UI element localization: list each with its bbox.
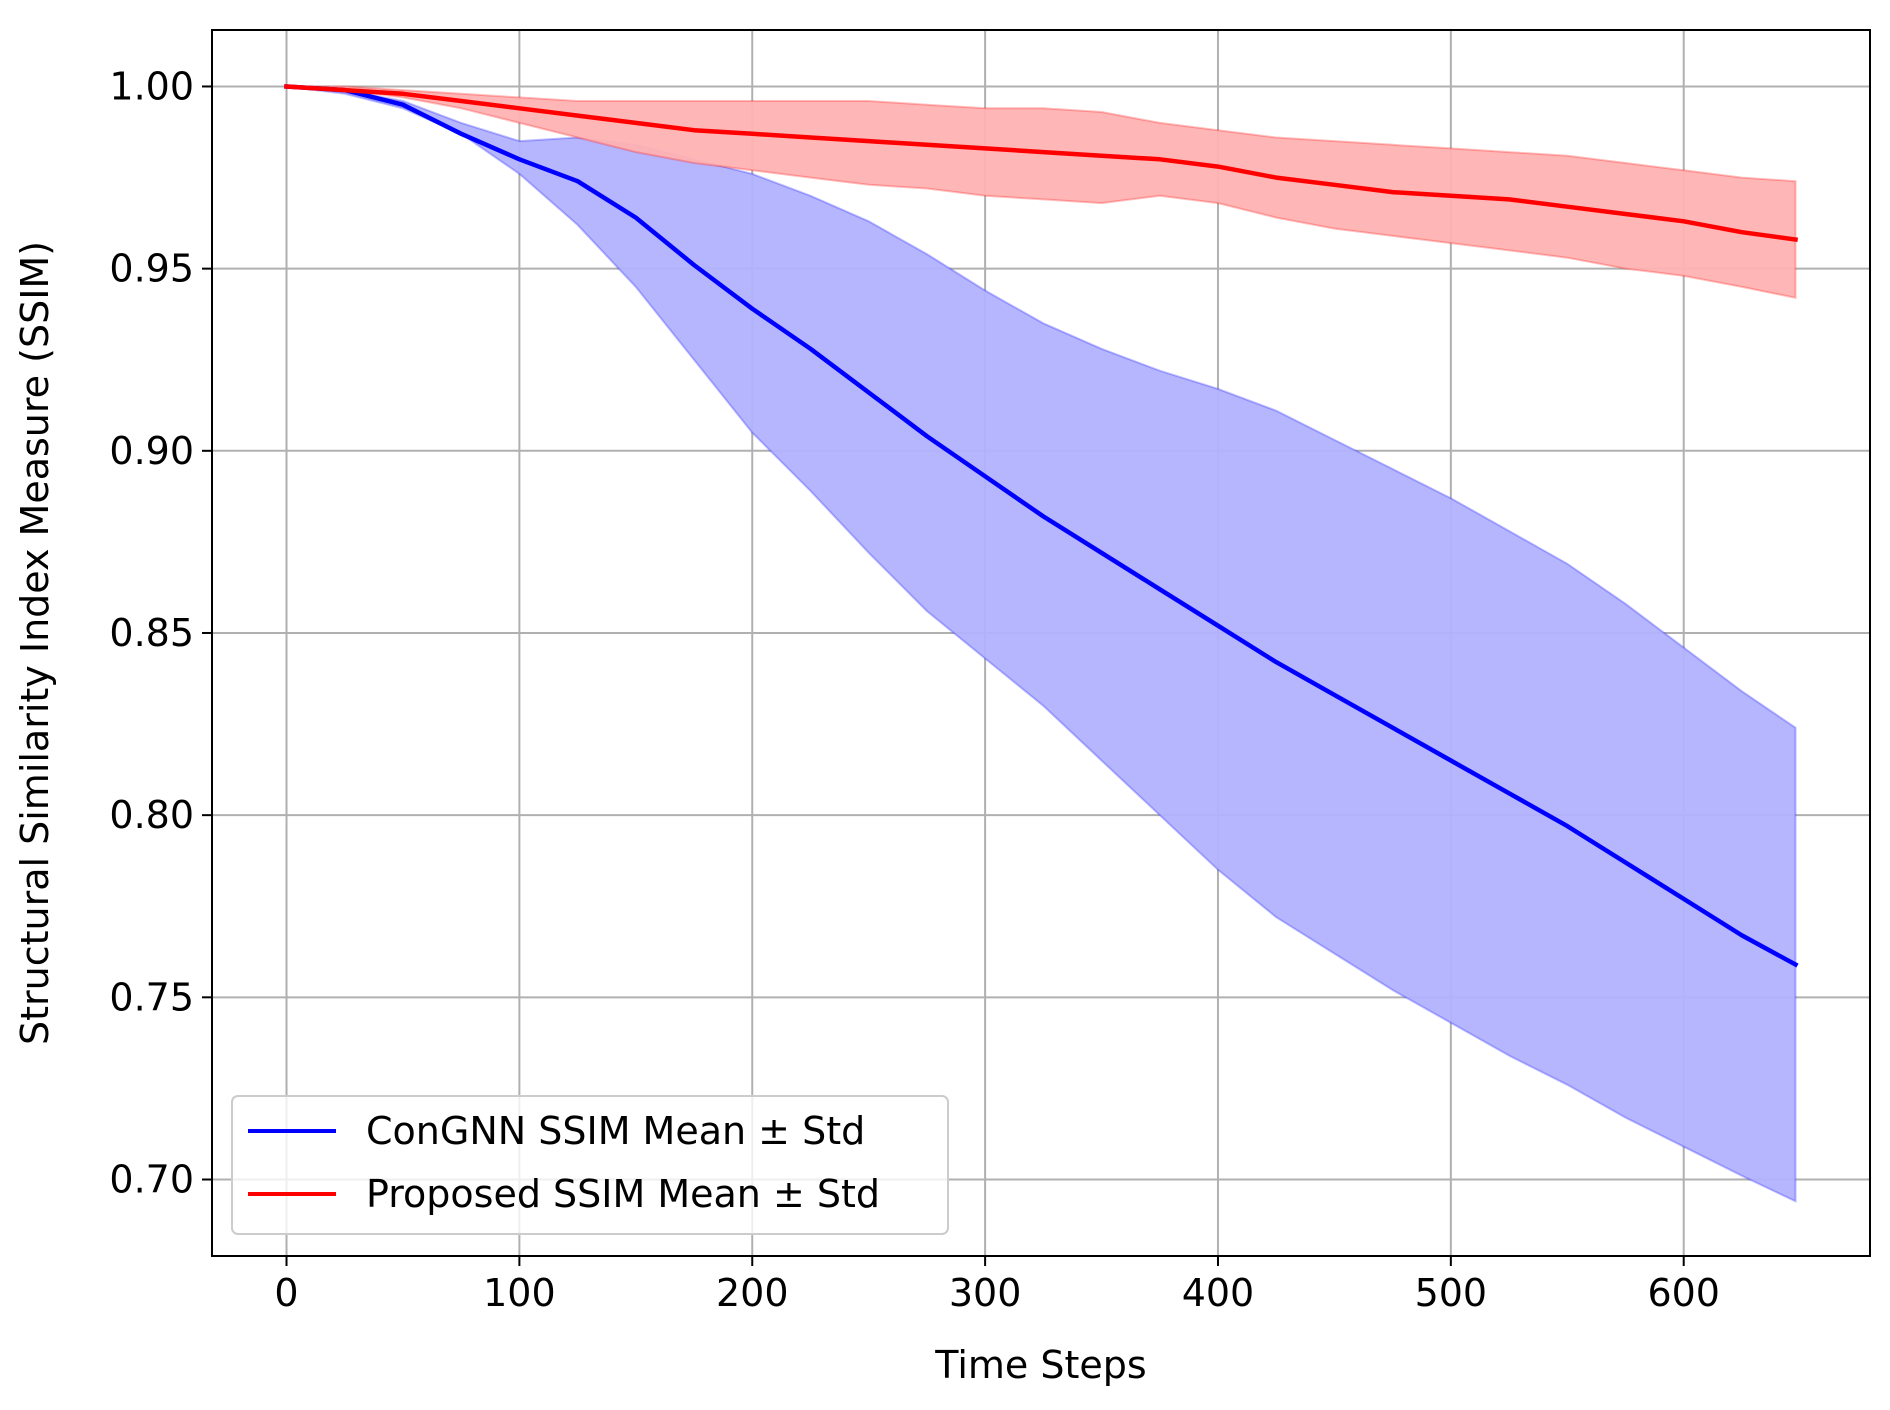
x-tick-label-200: 200	[716, 1271, 789, 1315]
y-tick-label-1.00: 1.00	[109, 64, 194, 108]
axis-ticks: 0 100 200 300 400 500 600 0.70 0.75 0.80 0.85 0.90 0…	[109, 64, 1720, 1315]
x-tick-label-0: 0	[274, 1271, 298, 1315]
legend-label-congnn: ConGNN SSIM Mean ± Std	[366, 1109, 865, 1153]
mean-lines	[284, 84, 1799, 968]
y-tick-label-0.95: 0.95	[109, 247, 194, 291]
y-tick-label-0.80: 0.80	[109, 793, 194, 837]
y-tick-label-0.85: 0.85	[109, 611, 194, 655]
plot-area-frame	[211, 29, 1871, 1257]
y-tick-label-0.90: 0.90	[109, 429, 194, 473]
x-tick-label-500: 500	[1415, 1271, 1488, 1315]
legend-label-proposed: Proposed SSIM Mean ± Std	[366, 1172, 880, 1216]
x-tick-label-100: 100	[483, 1271, 556, 1315]
proposed-mean-line	[284, 84, 1799, 243]
x-tick-label-600: 600	[1647, 1271, 1720, 1315]
y-axis-label: Structural Similarity Index Measure (SSI…	[13, 241, 57, 1045]
y-tick-label-0.75: 0.75	[109, 975, 194, 1019]
x-tick-label-400: 400	[1182, 1271, 1255, 1315]
x-axis-label: Time Steps	[934, 1343, 1146, 1387]
x-tick-label-300: 300	[949, 1271, 1022, 1315]
congnn-mean-line	[284, 84, 1799, 968]
legend: ConGNN SSIM Mean ± Std Proposed SSIM Mea…	[231, 1095, 949, 1235]
y-tick-label-0.70: 0.70	[109, 1157, 194, 1201]
legend-box	[231, 1095, 949, 1235]
